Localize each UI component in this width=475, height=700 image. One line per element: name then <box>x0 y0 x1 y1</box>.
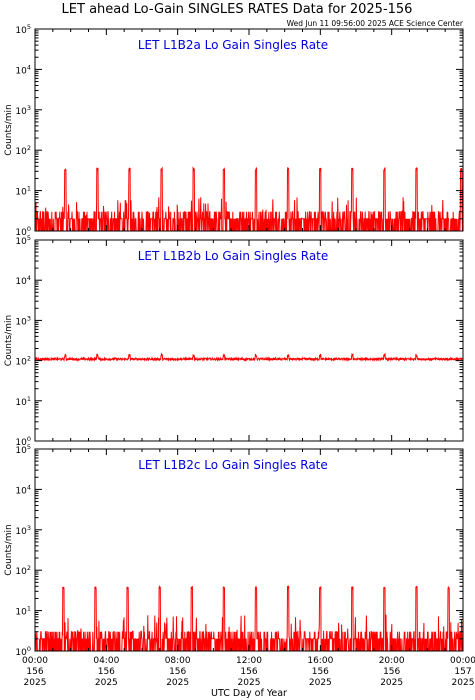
x-tick-label-time: 00:00 <box>450 656 475 666</box>
x-tick-label-year: 2025 <box>24 678 47 688</box>
x-tick-label-year: 2025 <box>309 678 332 688</box>
x-tick-label-year: 2025 <box>166 678 189 688</box>
y-tick-label: 105 <box>15 234 31 247</box>
y-tick-label: 101 <box>15 395 31 408</box>
y-tick-label: 104 <box>15 63 31 76</box>
y-tick-label: 103 <box>15 524 31 537</box>
x-tick-label-year: 2025 <box>452 678 475 688</box>
y-axis-label: Counts/min <box>4 104 14 155</box>
x-tick-label-doy: 156 <box>383 667 400 677</box>
series-line <box>34 584 463 652</box>
y-tick-label: 105 <box>15 443 31 456</box>
x-tick-label-time: 04:00 <box>93 656 119 666</box>
x-tick-label-time: 16:00 <box>307 656 333 666</box>
x-tick-label-time: 00:00 <box>22 656 48 666</box>
y-tick-label: 100 <box>15 435 31 448</box>
y-tick-label: 104 <box>15 483 31 496</box>
chart-title: LET ahead Lo-Gain SINGLES RATES Data for… <box>62 2 413 17</box>
y-tick-label: 102 <box>15 144 31 157</box>
y-tick-label: 103 <box>15 314 31 327</box>
x-axis-label: UTC Day of Year <box>211 688 287 699</box>
y-tick-label: 100 <box>15 645 31 658</box>
y-tick-label: 102 <box>15 564 31 577</box>
plot-frame <box>34 28 464 232</box>
panel-title: LET L1B2a Lo Gain Singles Rate <box>138 38 328 52</box>
series-line <box>34 352 464 363</box>
x-tick-label-doy: 156 <box>26 667 43 677</box>
x-tick-label-doy: 156 <box>240 667 257 677</box>
y-tick-label: 104 <box>15 274 31 287</box>
x-tick-label-year: 2025 <box>95 678 118 688</box>
panel-title: LET L1B2c Lo Gain Singles Rate <box>138 458 328 472</box>
panel-title: LET L1B2b Lo Gain Singles Rate <box>138 249 329 263</box>
x-tick-label-time: 20:00 <box>379 656 405 666</box>
x-tick-label-time: 08:00 <box>165 656 191 666</box>
y-tick-label: 100 <box>15 225 31 238</box>
series-line <box>34 166 463 232</box>
x-tick-label-year: 2025 <box>380 678 403 688</box>
x-tick-label-doy: 156 <box>98 667 115 677</box>
x-tick-label-year: 2025 <box>238 678 261 688</box>
plot-frame <box>34 239 464 442</box>
x-tick-label-time: 12:00 <box>236 656 262 666</box>
y-tick-label: 103 <box>15 104 31 117</box>
x-tick-label-doy: 156 <box>169 667 186 677</box>
y-tick-label: 101 <box>15 185 31 198</box>
y-tick-label: 102 <box>15 355 31 368</box>
y-tick-label: 101 <box>15 605 31 618</box>
panels: 100 101 102 103 104 105 Counts/min LET L1B2a Lo… <box>4 23 475 688</box>
y-axis-label: Counts/min <box>4 524 14 575</box>
x-tick-label-doy: 156 <box>312 667 329 677</box>
y-axis-label: Counts/min <box>4 315 14 366</box>
panel-3: 100 101 102 103 104 105 Counts/min LET L1B2c Lo… <box>4 443 475 688</box>
panel-2: 100 101 102 103 104 105 Counts/min LET L1B2b Lo… <box>4 234 464 448</box>
timestamp: Wed Jun 11 09:56:00 2025 ACE Science Cen… <box>287 19 464 28</box>
x-tick-label-doy: 157 <box>454 667 471 677</box>
y-tick-label: 105 <box>15 23 31 36</box>
panel-1: 100 101 102 103 104 105 Counts/min LET L1B2a Lo… <box>4 23 464 238</box>
